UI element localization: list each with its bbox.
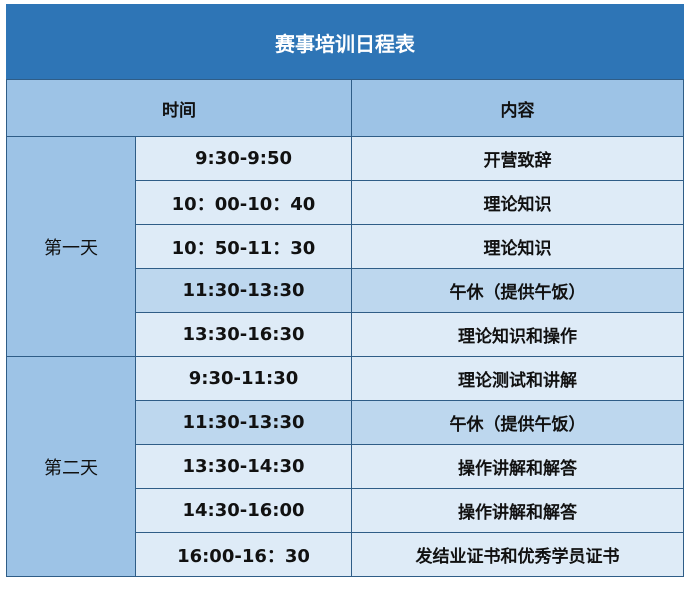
time-cell: 9:30-11:30 xyxy=(135,356,352,401)
time-cell: 11:30-13:30 xyxy=(135,268,352,313)
content-cell: 开营致辞 xyxy=(351,136,684,181)
content-cell: 午休（提供午饭） xyxy=(351,400,684,445)
time-cell: 13:30-14:30 xyxy=(135,444,352,489)
content-cell: 午休（提供午饭） xyxy=(351,268,684,313)
time-cell: 10：00-10：40 xyxy=(135,180,352,225)
content-cell: 理论知识和操作 xyxy=(351,312,684,357)
time-cell: 11:30-13:30 xyxy=(135,400,352,445)
header-time: 时间 xyxy=(6,79,352,137)
content-cell: 理论知识 xyxy=(351,224,684,269)
time-cell: 16:00-16：30 xyxy=(135,532,352,577)
schedule-table: 赛事培训日程表 时间 内容 第一天 9:30-9:50 开营致辞 10：00-1… xyxy=(6,4,684,577)
content-cell: 理论知识 xyxy=(351,180,684,225)
content-cell: 操作讲解和解答 xyxy=(351,444,684,489)
time-cell: 9:30-9:50 xyxy=(135,136,352,181)
day-1-label: 第一天 xyxy=(6,136,136,357)
content-cell: 理论测试和讲解 xyxy=(351,356,684,401)
time-cell: 10：50-11：30 xyxy=(135,224,352,269)
header-content: 内容 xyxy=(351,79,684,137)
content-cell: 发结业证书和优秀学员证书 xyxy=(351,532,684,577)
time-cell: 13:30-16:30 xyxy=(135,312,352,357)
time-cell: 14:30-16:00 xyxy=(135,488,352,533)
content-cell: 操作讲解和解答 xyxy=(351,488,684,533)
table-title: 赛事培训日程表 xyxy=(6,4,684,80)
day-2-label: 第二天 xyxy=(6,356,136,577)
